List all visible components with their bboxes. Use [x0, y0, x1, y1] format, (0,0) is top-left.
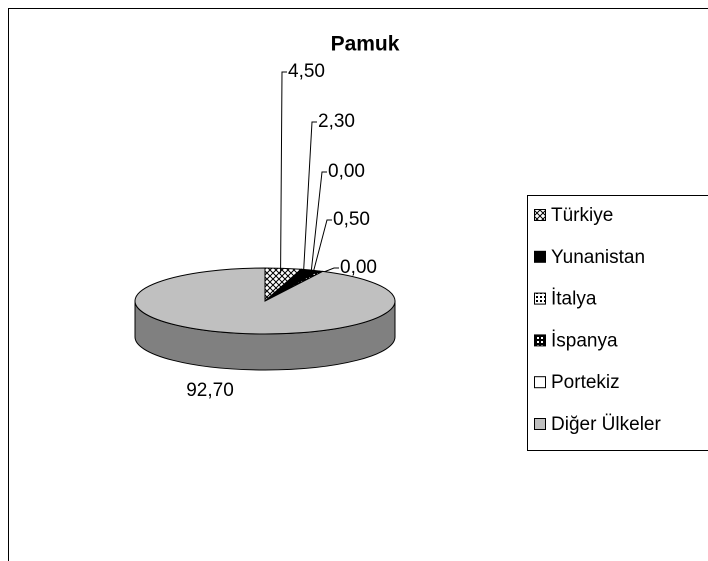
- legend-label: Portekiz: [551, 372, 620, 393]
- legend-label: İtalya: [551, 289, 597, 310]
- legend-swatch: [534, 334, 546, 347]
- data-label: 2,30: [318, 111, 355, 132]
- data-label: 92,70: [186, 380, 234, 401]
- legend-swatch: [534, 376, 546, 389]
- legend-swatch: [534, 250, 546, 263]
- chart-title: Pamuk: [331, 33, 400, 56]
- data-label: 0,50: [333, 209, 370, 230]
- data-label: 0,00: [340, 257, 377, 278]
- chart-frame: [8, 8, 708, 561]
- legend-swatch: [534, 418, 546, 430]
- pie-slice: [134, 267, 396, 335]
- leader-line: [310, 171, 327, 276]
- leader-line: [311, 219, 332, 276]
- legend-swatch: [534, 209, 546, 221]
- legend-label: Diğer Ülkeler: [551, 414, 661, 435]
- legend-label: Yunanistan: [551, 247, 645, 268]
- legend-box: [527, 195, 708, 451]
- legend-label: İspanya: [551, 330, 618, 351]
- data-label: 4,50: [288, 61, 325, 82]
- leader-line: [280, 71, 287, 274]
- legend-label: Türkiye: [551, 205, 613, 226]
- leader-line: [302, 121, 317, 275]
- legend-swatch: [534, 292, 546, 305]
- data-label: 0,00: [328, 161, 365, 182]
